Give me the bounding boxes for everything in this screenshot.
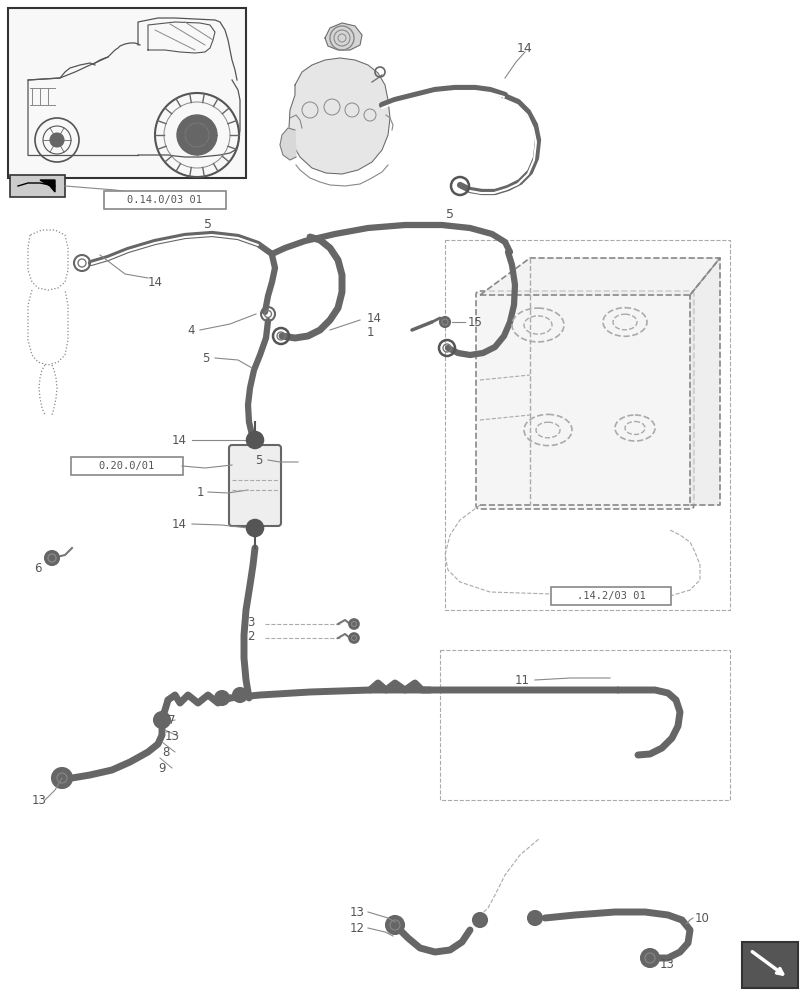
Circle shape xyxy=(52,768,72,788)
FancyBboxPatch shape xyxy=(475,291,693,509)
Text: 14: 14 xyxy=(172,434,187,446)
Polygon shape xyxy=(280,128,296,160)
Text: 14: 14 xyxy=(172,518,187,530)
Polygon shape xyxy=(324,23,362,50)
Circle shape xyxy=(385,916,404,934)
Circle shape xyxy=(45,551,59,565)
FancyBboxPatch shape xyxy=(551,587,670,605)
Text: 11: 11 xyxy=(514,674,530,686)
Text: 9: 9 xyxy=(158,762,165,774)
Polygon shape xyxy=(40,180,55,192)
Text: 5: 5 xyxy=(203,352,210,364)
Circle shape xyxy=(215,691,229,705)
FancyBboxPatch shape xyxy=(741,942,797,988)
Text: 14: 14 xyxy=(367,312,381,324)
Text: 8: 8 xyxy=(162,746,169,758)
Text: .14.2/03 01: .14.2/03 01 xyxy=(576,591,645,601)
Text: 12: 12 xyxy=(350,922,365,934)
Text: 10: 10 xyxy=(694,912,709,924)
Text: 5: 5 xyxy=(204,218,212,231)
Polygon shape xyxy=(479,258,719,295)
FancyBboxPatch shape xyxy=(10,175,65,197)
Circle shape xyxy=(233,688,247,702)
Text: 6: 6 xyxy=(34,562,41,574)
FancyBboxPatch shape xyxy=(71,457,182,475)
Text: 1: 1 xyxy=(196,486,204,498)
Text: 5: 5 xyxy=(255,454,263,466)
Circle shape xyxy=(349,619,358,629)
Text: 14: 14 xyxy=(148,275,163,288)
Text: 0.14.0/03 01: 0.14.0/03 01 xyxy=(127,195,202,205)
Text: 15: 15 xyxy=(467,316,483,328)
FancyBboxPatch shape xyxy=(8,8,246,178)
Text: 14: 14 xyxy=(517,41,532,54)
Polygon shape xyxy=(689,258,719,505)
Text: 0.20.0/01: 0.20.0/01 xyxy=(99,461,155,471)
Text: 13: 13 xyxy=(350,906,365,918)
Circle shape xyxy=(527,911,541,925)
Text: 13: 13 xyxy=(165,730,180,742)
Text: 7: 7 xyxy=(168,714,175,726)
Text: 3: 3 xyxy=(247,615,255,629)
FancyBboxPatch shape xyxy=(229,445,281,526)
Text: 1: 1 xyxy=(367,326,374,340)
Circle shape xyxy=(50,133,64,147)
Circle shape xyxy=(247,432,263,448)
Circle shape xyxy=(440,317,449,327)
Circle shape xyxy=(473,913,487,927)
Text: 13: 13 xyxy=(659,958,674,972)
Circle shape xyxy=(177,115,217,155)
Text: 4: 4 xyxy=(187,324,195,336)
Polygon shape xyxy=(289,58,389,174)
Circle shape xyxy=(349,633,358,643)
Text: 13: 13 xyxy=(32,794,47,806)
Text: 2: 2 xyxy=(247,630,255,643)
FancyBboxPatch shape xyxy=(104,191,225,209)
Text: 5: 5 xyxy=(445,208,453,221)
Circle shape xyxy=(247,520,263,536)
Circle shape xyxy=(640,949,659,967)
Circle shape xyxy=(154,712,169,728)
